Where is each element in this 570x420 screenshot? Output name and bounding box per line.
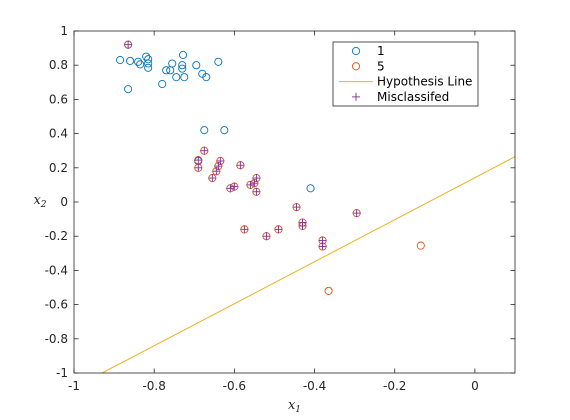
y-tick-label: -0.6 xyxy=(45,298,68,312)
y-tick-label: 0.6 xyxy=(49,92,68,106)
y-tick-label: -1 xyxy=(56,366,68,380)
x-tick-label: -0.8 xyxy=(142,379,165,393)
y-tick-label: 0 xyxy=(60,195,68,209)
legend-label: Misclassifed xyxy=(377,90,449,104)
x-tick-label: -0.4 xyxy=(303,379,326,393)
y-tick-label: -0.8 xyxy=(45,332,68,346)
y-axis-label: x2 xyxy=(33,193,46,210)
y-tick-label: -0.4 xyxy=(45,263,68,277)
y-tick-label: 0.4 xyxy=(49,127,68,141)
y-tick-label: 0.8 xyxy=(49,58,68,72)
legend-label: 1 xyxy=(377,44,385,58)
legend-label: Hypothesis Line xyxy=(377,75,472,89)
x-tick-label: -0.2 xyxy=(383,379,406,393)
x-tick-label: 0 xyxy=(471,379,479,393)
y-tick-label: 1 xyxy=(60,24,68,38)
x-tick-label: -0.6 xyxy=(223,379,246,393)
y-tick-label: -0.2 xyxy=(45,229,68,243)
legend-label: 5 xyxy=(377,59,385,73)
y-tick-label: 0.2 xyxy=(49,161,68,175)
x-axis-label: x1 xyxy=(288,398,301,415)
x-tick-label: -1 xyxy=(68,379,80,393)
